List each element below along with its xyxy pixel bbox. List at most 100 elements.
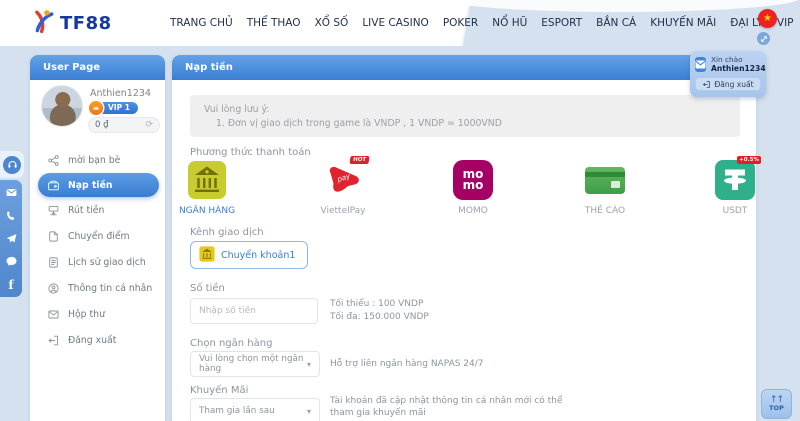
viettelpay-icon: pay HOT — [323, 156, 370, 200]
nav-live-casino[interactable]: LIVE CASINO — [362, 17, 429, 29]
logout-button[interactable]: Đăng xuất — [695, 77, 761, 91]
channel-button-label: Chuyển khoản1 — [221, 249, 296, 261]
top-header: TF88 TRANG CHỦ THỂ THAO XỔ SỐ LIVE CASIN… — [0, 0, 800, 46]
payment-label-momo: MOMO — [458, 206, 488, 216]
greeting-username: Anthien1234 — [711, 63, 766, 73]
usdt-tether-icon: +0.5% — [715, 156, 761, 200]
double-up-arrow-icon: ↑↑ — [769, 395, 784, 405]
nav-ban-ca[interactable]: BẮN CÁ — [596, 17, 637, 29]
sidebar-item-label: Hộp thư — [68, 308, 105, 320]
channel-bank-transfer-button[interactable]: Chuyển khoản1 — [190, 241, 309, 269]
support-chat-button[interactable] — [0, 151, 24, 178]
notice-line1: Vui lòng lưu ý: — [204, 104, 270, 115]
vip-badge: VIP 1 — [89, 100, 138, 115]
phone-icon[interactable] — [5, 209, 18, 222]
logo-text: TF88 — [60, 12, 112, 34]
sidebar-item-inbox[interactable]: Hộp thư — [30, 301, 165, 327]
zalo-icon[interactable] — [5, 255, 18, 268]
nav-the-thao[interactable]: THỂ THAO — [246, 17, 301, 29]
nav-dai-ly[interactable]: ĐẠI LÝ — [730, 17, 763, 29]
payment-label-the-cao: THẺ CÀO — [584, 206, 626, 216]
hot-badge: HOT — [349, 156, 370, 164]
notice-box: Vui lòng lưu ý: 1. Đơn vị giao dịch tron… — [190, 95, 740, 137]
sidebar-item-personal-info[interactable]: Thông tin cá nhân — [30, 275, 165, 301]
nav-xo-so[interactable]: XỔ SỐ — [314, 17, 349, 29]
nav-khuyen-mai[interactable]: KHUYẾN MÃI — [650, 17, 717, 29]
payment-option-momo[interactable]: mo mo MOMO — [438, 160, 508, 216]
top-button-label: TOP — [769, 404, 784, 412]
greeting-widget: Xin chào Anthien1234 Đăng xuất — [690, 51, 766, 97]
inbox-mail-icon[interactable] — [695, 57, 706, 72]
nav-trang-chu[interactable]: TRANG CHỦ — [170, 17, 233, 29]
avatar[interactable] — [41, 85, 83, 127]
usdt-bonus-badge: +0.5% — [737, 156, 761, 164]
promo-hint-line2: tham gia khuyến mãi — [330, 408, 426, 418]
greeting-text: Xin chào Anthien1234 — [711, 55, 766, 73]
logo-figure-icon — [30, 8, 56, 38]
sidebar-item-invite-friends[interactable]: mời bạn bè — [30, 147, 165, 173]
vietnam-flag-icon[interactable]: ★ — [758, 9, 777, 28]
sidebar-item-label: Rút tiền — [68, 204, 105, 216]
sidebar-item-withdraw[interactable]: Rút tiền — [30, 197, 165, 223]
sidebar-item-transaction-history[interactable]: Lịch sử giao dịch — [30, 249, 165, 275]
history-list-icon — [46, 255, 60, 269]
payment-label-viettelpay: ViettelPay — [320, 206, 366, 216]
mail-icon[interactable] — [5, 186, 18, 199]
bank-select[interactable]: Vui lòng chọn một ngân hàng ▾ — [190, 351, 320, 377]
bank-hint: Hỗ trợ liên ngân hàng NAPAS 24/7 — [330, 359, 484, 369]
payment-option-viettelpay[interactable]: pay HOT ViettelPay — [308, 156, 378, 216]
bank-select-value: Vui lòng chọn một ngân hàng — [199, 354, 304, 374]
chevron-down-icon: ▾ — [306, 359, 311, 369]
payment-option-bank[interactable]: NGÂN HÀNG — [172, 160, 242, 216]
site-logo[interactable]: TF88 — [30, 8, 112, 38]
payment-option-usdt[interactable]: +0.5% USDT — [700, 156, 770, 216]
sidebar-item-deposit[interactable]: Nạp tiền — [38, 173, 159, 197]
sidebar-item-label: Lịch sử giao dịch — [68, 256, 146, 268]
bank-icon — [187, 160, 227, 200]
document-arrow-icon — [46, 229, 60, 243]
balance-value: 0 ₫ — [95, 120, 109, 130]
balance-box: 0 ₫ ⟳ — [88, 117, 160, 133]
sidebar-item-label: Đăng xuất — [68, 334, 117, 346]
sidebar-item-label: mời bạn bè — [68, 154, 121, 166]
amount-max: Tối đa: 150.000 VNDP — [330, 312, 429, 322]
promo-hint-line1: Tài khoản đã cập nhật thông tin cá nhân … — [330, 396, 563, 406]
sidebar-username: Anthien1234 — [90, 88, 151, 99]
nav-no-hu[interactable]: NỔ HŨ — [492, 17, 528, 29]
sidebar-menu: mời bạn bè Nạp tiền Rút tiền Chuyển điểm — [30, 147, 165, 353]
logout-arrow-icon — [703, 80, 711, 88]
main-nav: TRANG CHỦ THỂ THAO XỔ SỐ LIVE CASINO POK… — [170, 0, 794, 46]
share-icon — [46, 153, 60, 167]
scroll-to-top-button[interactable]: ↑↑ TOP — [761, 389, 792, 419]
svg-text:pay: pay — [335, 171, 352, 184]
vip-level-label: VIP 1 — [98, 101, 138, 114]
promo-select[interactable]: Tham gia lần sau ▾ — [190, 398, 320, 421]
refresh-balance-icon[interactable]: ⟳ — [145, 120, 153, 130]
bank-select-label: Chọn ngân hàng — [190, 338, 273, 349]
deposit-wallet-icon — [46, 178, 60, 192]
amount-label: Số tiền — [190, 283, 225, 294]
sidebar-item-transfer-points[interactable]: Chuyển điểm — [30, 223, 165, 249]
momo-word-1: mo — [462, 167, 484, 181]
sidebar-item-label: Thông tin cá nhân — [68, 282, 153, 294]
nav-vip[interactable]: VIP — [776, 17, 794, 29]
user-sidebar: User Page Anthien1234 VIP 1 0 ₫ ⟳ mời bạ… — [30, 55, 165, 421]
payment-option-the-cao[interactable]: THẺ CÀO — [570, 160, 640, 216]
greeting-hello: Xin chào — [711, 55, 743, 64]
headset-icon — [3, 155, 21, 174]
telegram-icon[interactable] — [5, 232, 18, 245]
logout-button-label: Đăng xuất — [714, 79, 754, 89]
payment-method-label: Phương thức thanh toán — [190, 147, 311, 158]
promo-select-value: Tham gia lần sau — [199, 406, 275, 416]
crown-icon — [89, 100, 103, 115]
amount-input[interactable] — [190, 298, 318, 324]
nav-esport[interactable]: ESPORT — [541, 17, 583, 29]
nav-poker[interactable]: POKER — [442, 17, 479, 29]
amount-min: Tối thiểu : 100 VNDP — [330, 299, 424, 309]
sidebar-item-logout[interactable]: Đăng xuất — [30, 327, 165, 353]
facebook-icon[interactable]: f — [8, 277, 14, 292]
expand-arrows-icon[interactable] — [757, 32, 770, 45]
scratch-card-icon — [585, 160, 625, 200]
amount-limits: Tối thiểu : 100 VNDP Tối đa: 150.000 VND… — [330, 298, 429, 324]
